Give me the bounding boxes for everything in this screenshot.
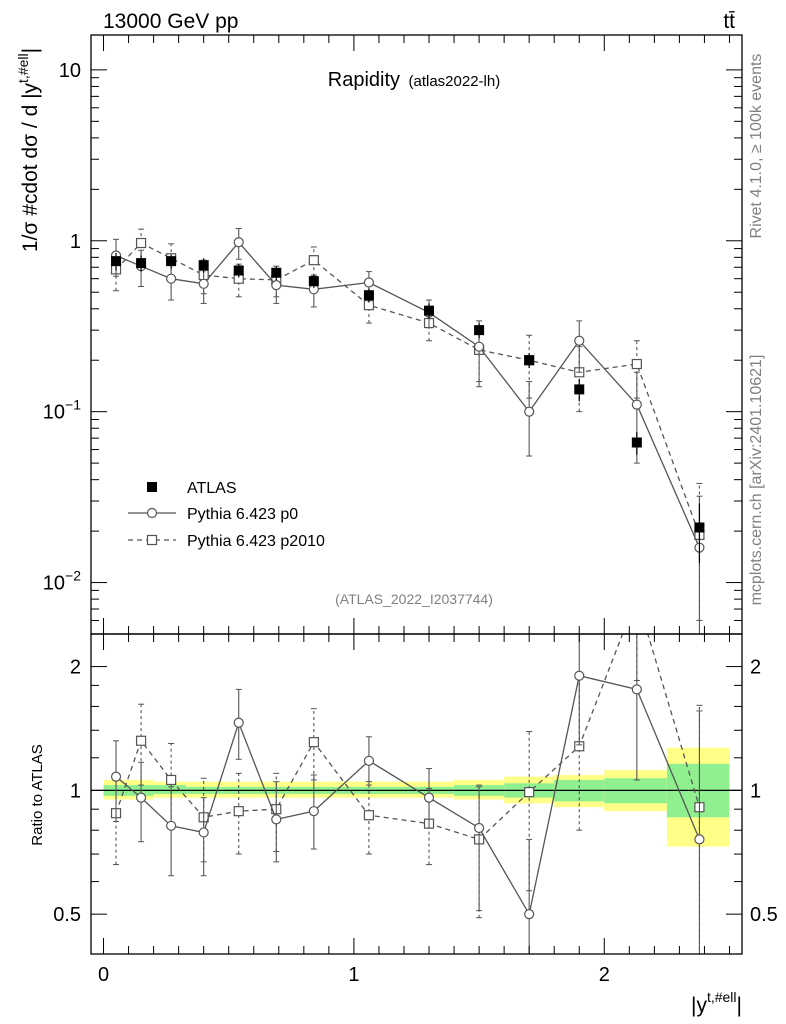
data-point bbox=[631, 684, 642, 695]
legend-atlas-marker bbox=[147, 482, 157, 492]
data-point bbox=[423, 792, 435, 803]
data-point bbox=[363, 277, 375, 288]
data-point bbox=[631, 358, 642, 370]
main-ytick-label: 10−2 bbox=[43, 568, 81, 595]
ratio-ytick-label: 2 bbox=[70, 657, 81, 679]
series-line bbox=[115, 241, 701, 548]
ratio-ytick-label: 1 bbox=[70, 780, 81, 802]
atlas-point bbox=[111, 256, 122, 267]
ratio-ytick-label-right: 0.5 bbox=[750, 904, 778, 926]
data-point bbox=[363, 810, 375, 821]
title-main: Rapidity bbox=[328, 69, 400, 91]
final-state-label: tt̄ bbox=[723, 10, 735, 33]
data-point bbox=[135, 237, 147, 249]
legend-label: ATLAS bbox=[187, 480, 237, 497]
main-ylabel: 1/σ #cdot dσ / d |yt,#ell| bbox=[15, 48, 42, 252]
legend-label: Pythia 6.423 p0 bbox=[187, 506, 298, 523]
atlas-point bbox=[524, 355, 535, 366]
ratio-ytick-label: 0.5 bbox=[53, 904, 81, 926]
data-point bbox=[308, 737, 319, 748]
main-ytick-label: 10−1 bbox=[43, 397, 81, 424]
data-point bbox=[574, 670, 585, 681]
band-inner-bin bbox=[153, 785, 187, 794]
data-point bbox=[271, 814, 282, 825]
data-point bbox=[308, 255, 319, 266]
series-line bbox=[115, 242, 701, 536]
atlas-point bbox=[694, 522, 705, 533]
atlas-point bbox=[136, 258, 147, 269]
svg-text:1/σ #cdot dσ / d |yt,#ell|: 1/σ #cdot dσ / d |yt,#ell| bbox=[15, 48, 42, 252]
atlas-point bbox=[271, 267, 282, 278]
axes: 10 1 10−1 10−2 2 2 1 1 0.5 0.5 0 1 2 bbox=[43, 34, 778, 986]
svg-text:|yt,#ell|: |yt,#ell| bbox=[691, 989, 742, 1017]
data-point bbox=[233, 237, 244, 248]
data-point bbox=[135, 792, 147, 803]
process-label: 13000 GeV pp bbox=[103, 10, 238, 33]
atlas-point bbox=[631, 437, 642, 448]
series-layer bbox=[110, 227, 705, 954]
legend-label: Pythia 6.423 p2010 bbox=[187, 533, 325, 550]
atlas-point bbox=[363, 290, 374, 301]
data-point bbox=[233, 806, 244, 817]
plot-title: Rapidity (atlas2022-lh) bbox=[328, 69, 500, 91]
data-point bbox=[524, 909, 535, 920]
data-point bbox=[135, 735, 147, 746]
series-line bbox=[115, 634, 701, 841]
atlas-point bbox=[424, 305, 435, 316]
xtick-label: 2 bbox=[599, 964, 610, 986]
data-point bbox=[166, 820, 177, 831]
data-point bbox=[166, 273, 177, 284]
title-sub: (atlas2022-lh) bbox=[409, 73, 501, 90]
data-point bbox=[524, 787, 535, 798]
data-point bbox=[198, 278, 209, 289]
xtick-label: 0 bbox=[98, 964, 109, 986]
atlas-point bbox=[574, 384, 585, 395]
legend: ATLAS Pythia 6.423 p0 Pythia 6.423 p2010 bbox=[128, 480, 325, 550]
data-point bbox=[233, 717, 244, 728]
atlas-point bbox=[233, 265, 244, 276]
data-point bbox=[271, 280, 282, 291]
ratio-ytick-label-right: 2 bbox=[750, 657, 761, 679]
rivet-label: Rivet 4.1.0, ≥ 100k events bbox=[748, 54, 765, 239]
main-series bbox=[110, 227, 705, 634]
data-point bbox=[166, 774, 177, 786]
main-ytick-label: 1 bbox=[70, 231, 81, 253]
xtick-label: 1 bbox=[348, 964, 359, 986]
data-point bbox=[110, 771, 122, 782]
mcplots-label: mcplots.cern.ch [arXiv:2401.10621] bbox=[748, 355, 765, 606]
atlas-point bbox=[198, 260, 209, 271]
ratio-ytick-label-right: 1 bbox=[750, 780, 761, 802]
data-point bbox=[363, 755, 375, 766]
data-point bbox=[631, 399, 642, 410]
data-point bbox=[632, 593, 641, 602]
atlas-point bbox=[474, 325, 485, 336]
legend-p2010-marker bbox=[146, 534, 158, 546]
xlabel: |yt,#ell| bbox=[691, 989, 742, 1017]
data-point bbox=[524, 406, 535, 417]
legend-p0-marker bbox=[146, 507, 158, 519]
data-point bbox=[198, 827, 209, 838]
ratio-series bbox=[110, 593, 705, 954]
ratio-ylabel: Ratio to ATLAS bbox=[29, 744, 46, 845]
ratio-frame bbox=[90, 633, 743, 955]
data-point bbox=[473, 822, 485, 834]
data-point bbox=[308, 806, 319, 817]
data-point bbox=[574, 335, 585, 346]
main-ytick-label: 10 bbox=[59, 60, 81, 82]
data-point bbox=[473, 341, 485, 352]
analysis-label: (ATLAS_2022_I2037744) bbox=[335, 591, 493, 607]
atlas-point bbox=[308, 276, 319, 287]
atlas-point bbox=[166, 256, 177, 267]
data-point bbox=[694, 834, 705, 845]
series-line bbox=[115, 674, 701, 916]
